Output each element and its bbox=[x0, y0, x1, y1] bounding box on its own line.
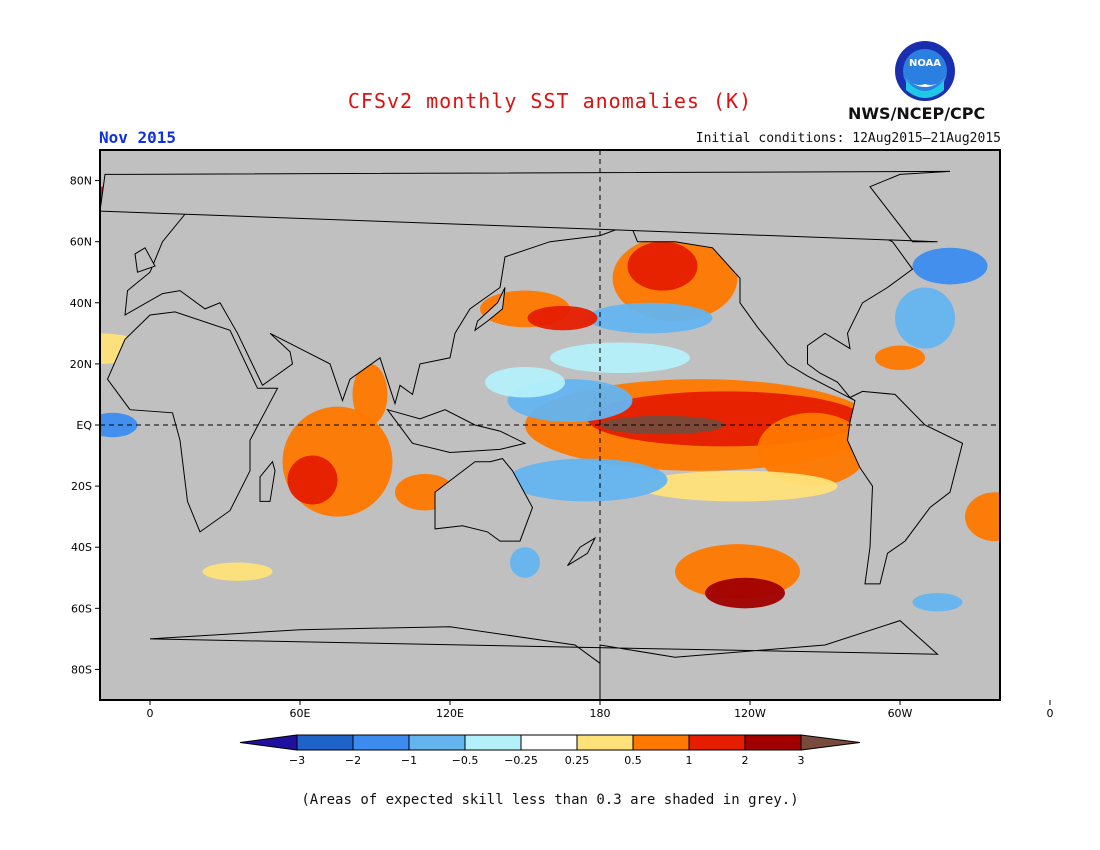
anomaly-west-pacific-cyan bbox=[485, 366, 565, 398]
lon-label: 0 bbox=[1047, 707, 1054, 720]
colorbar-box bbox=[576, 734, 634, 751]
colorbar-box bbox=[352, 734, 410, 751]
land-new-zealand bbox=[567, 536, 597, 567]
anomaly-south-pacific-warm-core bbox=[705, 577, 785, 609]
anomaly-kuroshio-core bbox=[527, 305, 598, 331]
logo-text: NOAA bbox=[909, 58, 941, 69]
map-axes: 80N 60N 40N 20N EQ 20S 40S 60S 80S 0 60E 120E 180 120… bbox=[70, 175, 1054, 720]
land-antarctica-wrap bbox=[1050, 621, 1100, 700]
anomaly-drake-passage-cool bbox=[912, 593, 963, 612]
colorbar-label: −3 bbox=[289, 754, 305, 767]
lat-label: 40N bbox=[70, 297, 92, 310]
lon-label: 180 bbox=[590, 707, 611, 720]
colorbar-label: −0.25 bbox=[504, 754, 538, 767]
anomaly-south-pacific-cool bbox=[507, 458, 668, 502]
colorbar-box bbox=[632, 734, 690, 751]
lon-label: 60W bbox=[888, 707, 913, 720]
colorbar-box bbox=[744, 734, 802, 751]
lon-label: 120W bbox=[734, 707, 766, 720]
lat-label: 40S bbox=[71, 541, 92, 554]
forecast-month: Nov 2015 bbox=[99, 128, 177, 147]
colorbar-box bbox=[464, 734, 522, 751]
colorbar-label: −1 bbox=[401, 754, 417, 767]
anomaly-north-pacific-cool-band bbox=[587, 302, 713, 334]
anomaly-tasman-cool bbox=[510, 547, 540, 578]
land-japan bbox=[474, 287, 506, 332]
lat-label: 60S bbox=[71, 602, 92, 615]
colorbar-box bbox=[408, 734, 466, 751]
anomaly-southern-indian-patch bbox=[202, 562, 273, 581]
land-indonesia bbox=[386, 408, 527, 454]
land-australia bbox=[434, 458, 534, 542]
noaa-logo: NOAA bbox=[895, 41, 955, 101]
land-antarctica bbox=[149, 620, 939, 700]
anomaly-north-atlantic-cold bbox=[912, 247, 988, 285]
anomaly-indian-ocean-core bbox=[287, 455, 338, 505]
land-uk-wrap bbox=[1035, 248, 1055, 272]
colorbar-label: −2 bbox=[345, 754, 361, 767]
lat-label: EQ bbox=[76, 419, 92, 432]
anomaly-east-pacific-warm bbox=[757, 412, 868, 487]
lat-label: 60N bbox=[70, 236, 92, 249]
land-south-america bbox=[846, 390, 964, 585]
anomaly-caribbean-warm bbox=[875, 345, 925, 370]
anomaly-northeast-pacific-warm-core bbox=[627, 241, 698, 291]
colorbar-label: 0.5 bbox=[624, 754, 642, 767]
land-europe-asia-wrap bbox=[1025, 190, 1100, 404]
anomaly-bay-of-bengal-warm bbox=[352, 363, 388, 426]
land-uk bbox=[134, 247, 156, 273]
colorbar-box bbox=[688, 734, 746, 751]
chart-title: CFSv2 monthly SST anomalies (K) bbox=[347, 89, 753, 113]
colorbar-label: −0.5 bbox=[452, 754, 479, 767]
lon-label: 120E bbox=[436, 707, 464, 720]
land-madagascar bbox=[259, 460, 276, 502]
land-africa bbox=[106, 311, 279, 533]
colorbar: −3 −2 −1 −0.5 −0.25 0.25 0.5 1 2 3 bbox=[239, 734, 861, 767]
land-greenland bbox=[100, 170, 951, 243]
colorbar-label: 2 bbox=[742, 754, 749, 767]
anomaly-south-atlantic-warm bbox=[965, 492, 1000, 542]
land-africa-wrap bbox=[1008, 312, 1100, 532]
skill-footnote: (Areas of expected skill less than 0.3 a… bbox=[301, 792, 799, 808]
agency-label: NWS/NCEP/CPC bbox=[848, 104, 986, 123]
initial-conditions: Initial conditions: 12Aug2015–21Aug2015 bbox=[695, 131, 1001, 146]
anomaly-field bbox=[100, 170, 1100, 700]
lon-label: 60E bbox=[290, 707, 311, 720]
colorbar-label: 3 bbox=[798, 754, 805, 767]
colorbar-box bbox=[296, 734, 354, 751]
lat-label: 80N bbox=[70, 175, 92, 188]
colorbar-high-arrow bbox=[800, 734, 861, 751]
colorbar-label: 1 bbox=[686, 754, 693, 767]
colorbar-low-arrow bbox=[239, 734, 298, 751]
colorbar-label: 0.25 bbox=[565, 754, 590, 767]
colorbar-box bbox=[520, 734, 578, 751]
lat-label: 20S bbox=[71, 480, 92, 493]
lat-label: 20N bbox=[70, 358, 92, 371]
anomaly-south-pacific-yellow-band bbox=[637, 470, 838, 502]
anomaly-north-atlantic-cool bbox=[895, 287, 955, 349]
map-frame bbox=[99, 149, 1100, 701]
lon-label: 0 bbox=[147, 707, 154, 720]
lat-label: 80S bbox=[71, 663, 92, 676]
anomaly-north-pacific-cyan-band bbox=[550, 342, 690, 374]
